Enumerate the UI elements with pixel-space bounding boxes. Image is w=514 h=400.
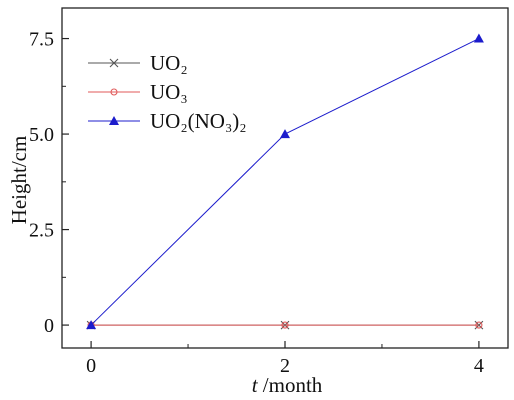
- x-tick-label: 0: [86, 355, 96, 377]
- axis-ticks: [62, 37, 480, 348]
- x-axis-title: t /month: [252, 373, 323, 397]
- y-axis-title: Height/cm: [7, 136, 31, 225]
- y-tick-label: 5.0: [29, 124, 54, 146]
- legend-label: UO₃: [150, 80, 188, 104]
- legend-label: UO₂(NO₃)₂: [150, 109, 247, 133]
- data-point: [280, 129, 290, 139]
- y-tick-label: 0: [44, 315, 54, 337]
- x-tick-label: 2: [280, 355, 290, 377]
- legend-swatch-marker: [109, 116, 119, 125]
- legend-swatch-marker: [109, 58, 119, 68]
- x-tick-label: 4: [474, 355, 484, 377]
- data-point: [473, 33, 484, 43]
- tick-labels: 0 2.5 5.0 7.5 0 2 4: [29, 29, 484, 377]
- legend-swatch-marker: [110, 88, 118, 96]
- y-tick-label: 2.5: [29, 220, 54, 242]
- data-point: [86, 320, 97, 330]
- data-point: [281, 321, 289, 329]
- plot-frame: [61, 7, 509, 349]
- series-layer: [86, 33, 484, 330]
- legend: UO₂ UO₃ UO₂(NO₃)₂: [88, 51, 247, 133]
- y-tick-label: 7.5: [29, 29, 54, 51]
- data-point: [475, 321, 483, 329]
- x-axis-title-rest: /month: [258, 373, 323, 397]
- legend-label: UO₂: [150, 51, 188, 75]
- x-axis-title-italic: t: [252, 373, 259, 397]
